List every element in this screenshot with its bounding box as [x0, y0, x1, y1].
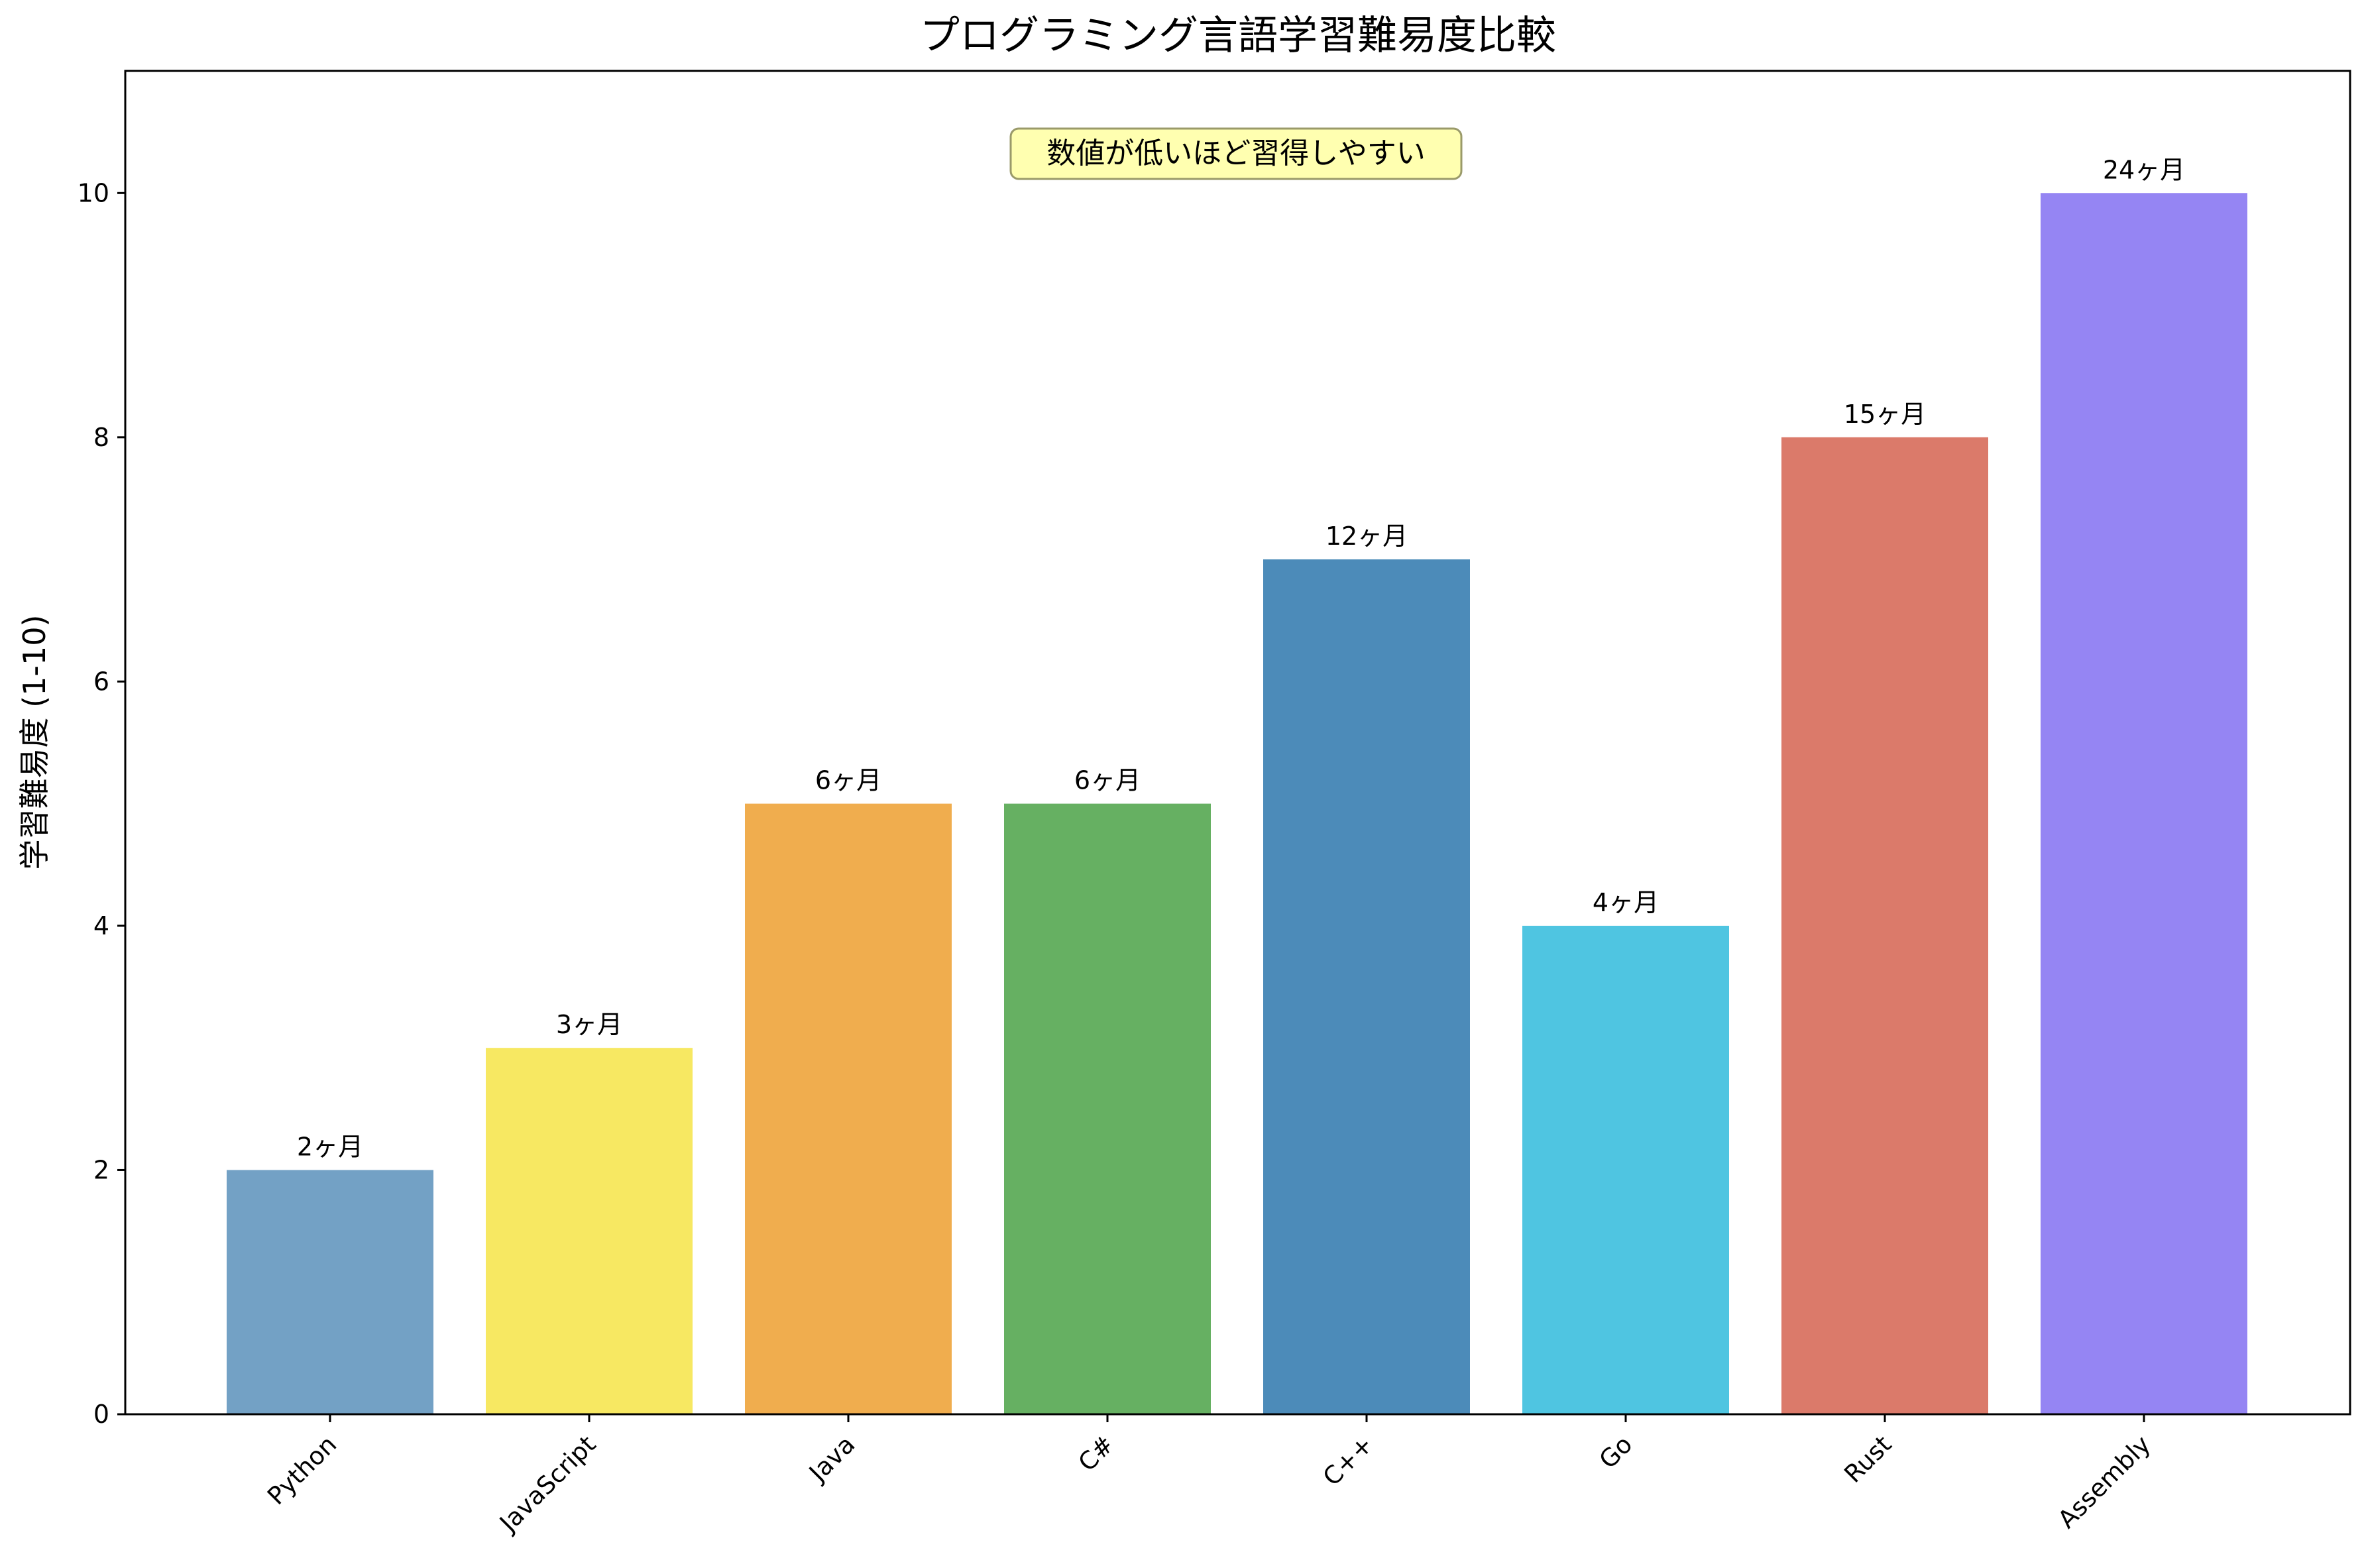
bar-value-label: 4ヶ月 — [1593, 888, 1659, 917]
x-tick-label: C# — [1073, 1430, 1120, 1477]
bar-value-label: 6ヶ月 — [815, 766, 881, 795]
y-tick-label: 8 — [93, 423, 109, 452]
x-tick-label: Python — [262, 1430, 342, 1510]
x-tick-label: Java — [803, 1430, 860, 1488]
x-tick-label: Go — [1594, 1430, 1638, 1475]
bar-javascript — [486, 1048, 693, 1414]
y-tick-label: 10 — [78, 178, 109, 207]
x-tick-label: Rust — [1838, 1430, 1897, 1488]
bar-value-label: 12ヶ月 — [1325, 522, 1408, 551]
bar-value-label: 3ヶ月 — [556, 1010, 622, 1039]
annotation-background — [1009, 127, 1463, 180]
bar-assembly — [2041, 193, 2247, 1415]
bar-value-label: 24ヶ月 — [2103, 155, 2185, 184]
annotation-box: 数値が低いほど習得しやすい — [1009, 127, 1463, 180]
x-tick-label: JavaScript — [493, 1430, 601, 1538]
y-tick-label: 4 — [93, 911, 109, 940]
bars — [227, 193, 2247, 1415]
chart-title: プログラミング言語学習難易度比較 — [920, 13, 1556, 59]
bar-value-label: 6ヶ月 — [1074, 766, 1141, 795]
y-tick-label: 6 — [93, 667, 109, 696]
y-axis-label: 学習難易度 (1-10) — [17, 615, 52, 870]
bar-value-label: 15ヶ月 — [1844, 400, 1926, 429]
bar-c- — [1004, 803, 1211, 1414]
bar-java — [745, 803, 952, 1414]
bar-c- — [1263, 559, 1470, 1415]
bar-go — [1522, 925, 1729, 1414]
y-tick-label: 2 — [93, 1155, 109, 1184]
plot-frame — [124, 70, 2351, 1416]
bar-python — [227, 1170, 433, 1414]
y-tick-label: 0 — [93, 1400, 109, 1429]
bar-rust — [1781, 437, 1988, 1415]
bar-value-label: 2ヶ月 — [297, 1132, 363, 1161]
x-tick-label: C++ — [1318, 1430, 1379, 1492]
bar-value-labels: 2ヶ月 3ヶ月 6ヶ月 6ヶ月 12ヶ月 4ヶ月 15ヶ月 24ヶ月 — [297, 155, 2185, 1161]
y-axis-ticks: 0 2 4 6 8 10 — [78, 178, 125, 1429]
x-tick-label: Assembly — [2053, 1430, 2157, 1534]
annotation-text: 数値が低いほど習得しやすい — [1046, 137, 1426, 170]
x-axis-ticks: Python JavaScript Java C# C++ Go Rust Assembly — [262, 1414, 2156, 1538]
